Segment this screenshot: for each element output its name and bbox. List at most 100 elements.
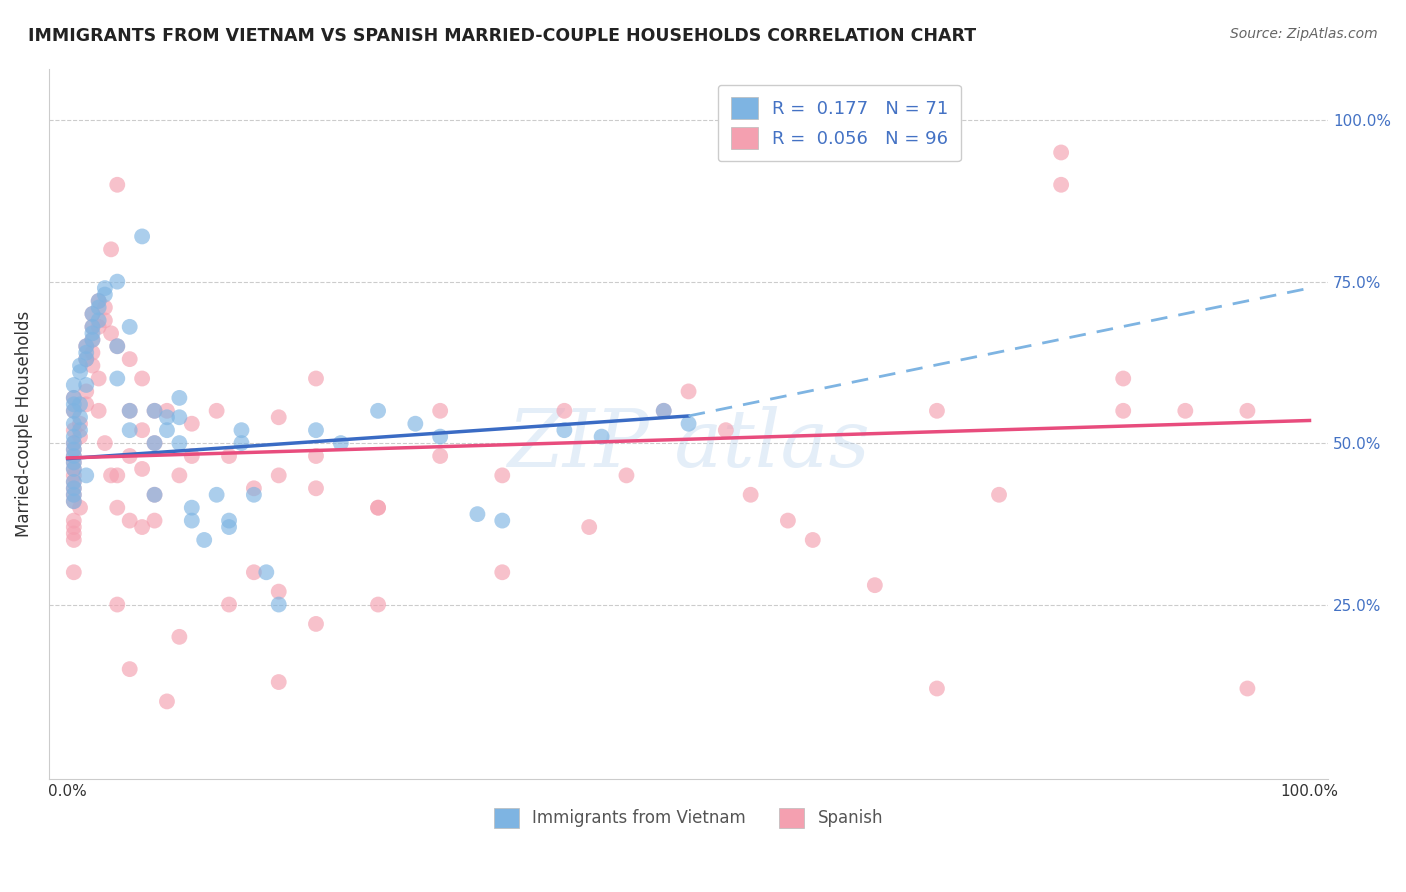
Point — [329, 436, 352, 450]
Point — [267, 598, 290, 612]
Point — [105, 598, 128, 612]
Point — [75, 339, 97, 353]
Point — [105, 339, 128, 353]
Point — [105, 371, 128, 385]
Point — [267, 410, 290, 425]
Point — [100, 243, 122, 257]
Point — [143, 404, 166, 418]
Point — [218, 514, 240, 528]
Point — [94, 313, 117, 327]
Point — [491, 468, 513, 483]
Point — [491, 514, 513, 528]
Point — [131, 229, 153, 244]
Point — [62, 430, 84, 444]
Point — [218, 598, 240, 612]
Point — [553, 423, 575, 437]
Point — [118, 352, 141, 367]
Point — [193, 533, 215, 547]
Point — [616, 468, 638, 483]
Point — [156, 694, 179, 708]
Point — [205, 488, 228, 502]
Point — [367, 500, 389, 515]
Point — [156, 404, 179, 418]
Point — [169, 630, 191, 644]
Point — [87, 293, 110, 308]
Point — [105, 178, 128, 192]
Point — [62, 462, 84, 476]
Point — [118, 404, 141, 418]
Point — [62, 468, 84, 483]
Point — [925, 404, 948, 418]
Point — [305, 616, 328, 631]
Point — [143, 488, 166, 502]
Point — [69, 500, 91, 515]
Point — [87, 404, 110, 418]
Point — [62, 442, 84, 457]
Point — [740, 488, 762, 502]
Point — [156, 410, 179, 425]
Point — [267, 468, 290, 483]
Point — [118, 449, 141, 463]
Point — [62, 436, 84, 450]
Point — [62, 514, 84, 528]
Point — [305, 371, 328, 385]
Point — [118, 319, 141, 334]
Point — [143, 404, 166, 418]
Point — [169, 436, 191, 450]
Point — [218, 449, 240, 463]
Point — [62, 417, 84, 431]
Point — [87, 371, 110, 385]
Point — [105, 468, 128, 483]
Point — [62, 481, 84, 495]
Point — [87, 293, 110, 308]
Point — [82, 326, 104, 341]
Point — [82, 319, 104, 334]
Point — [267, 675, 290, 690]
Point — [988, 488, 1011, 502]
Point — [776, 514, 799, 528]
Point — [143, 514, 166, 528]
Point — [62, 391, 84, 405]
Point — [62, 566, 84, 580]
Point — [267, 584, 290, 599]
Point — [553, 404, 575, 418]
Legend: Immigrants from Vietnam, Spanish: Immigrants from Vietnam, Spanish — [488, 801, 890, 835]
Point — [678, 384, 700, 399]
Point — [75, 378, 97, 392]
Point — [69, 365, 91, 379]
Point — [231, 436, 253, 450]
Point — [1112, 404, 1135, 418]
Point — [62, 481, 84, 495]
Point — [1050, 145, 1073, 160]
Point — [1112, 371, 1135, 385]
Point — [180, 449, 202, 463]
Point — [82, 319, 104, 334]
Point — [94, 281, 117, 295]
Point — [75, 384, 97, 399]
Point — [367, 598, 389, 612]
Point — [231, 423, 253, 437]
Point — [69, 359, 91, 373]
Point — [82, 333, 104, 347]
Point — [62, 488, 84, 502]
Point — [243, 481, 266, 495]
Point — [652, 404, 675, 418]
Point — [491, 566, 513, 580]
Point — [62, 526, 84, 541]
Point — [169, 410, 191, 425]
Point — [94, 287, 117, 301]
Point — [678, 417, 700, 431]
Point — [69, 397, 91, 411]
Point — [305, 449, 328, 463]
Point — [82, 307, 104, 321]
Point — [925, 681, 948, 696]
Point — [87, 313, 110, 327]
Point — [87, 319, 110, 334]
Point — [591, 430, 613, 444]
Point — [1236, 404, 1258, 418]
Point — [143, 436, 166, 450]
Point — [1050, 178, 1073, 192]
Point — [69, 410, 91, 425]
Point — [62, 533, 84, 547]
Point — [801, 533, 824, 547]
